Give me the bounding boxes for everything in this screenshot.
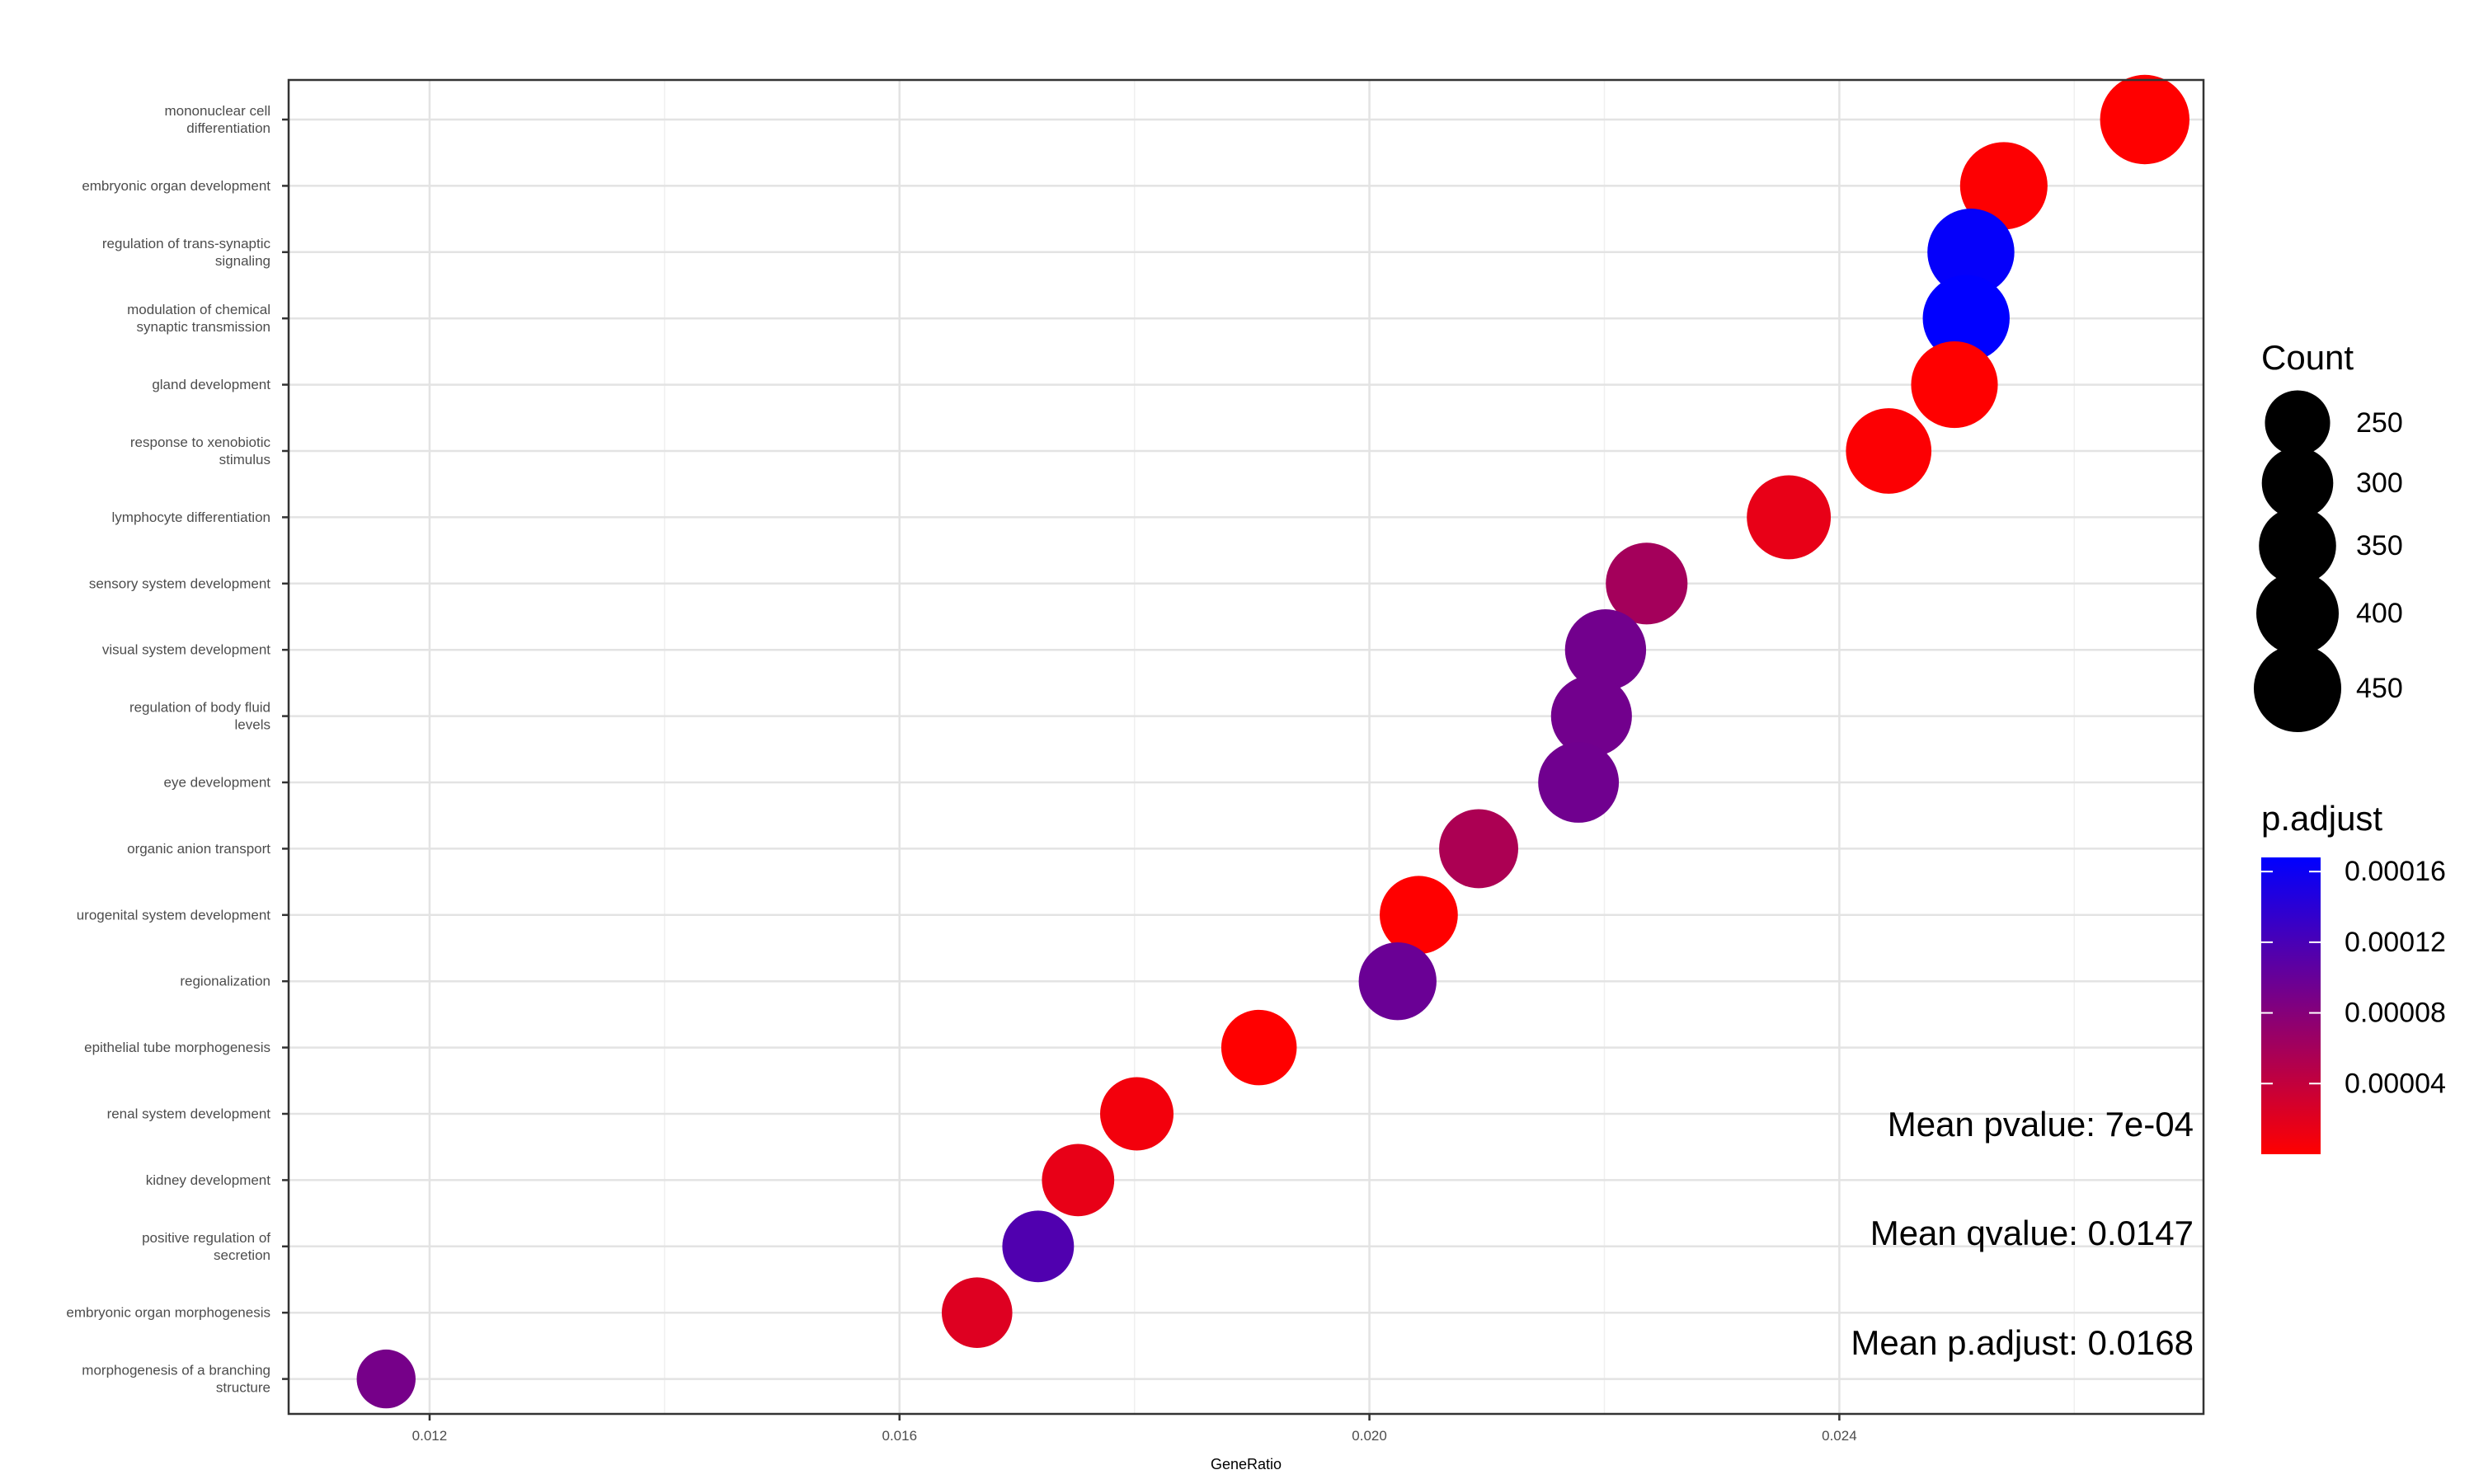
x-axis-title: GeneRatio (1211, 1456, 1282, 1472)
data-point (941, 1277, 1013, 1348)
y-tick-label: synaptic transmission (136, 319, 270, 335)
x-tick-label: 0.016 (882, 1428, 917, 1444)
x-tick-label: 0.024 (1822, 1428, 1857, 1444)
data-point (1550, 675, 1632, 757)
y-tick-label: differentiation (186, 120, 270, 136)
data-point (1606, 542, 1688, 625)
y-tick-label: urogenital system development (77, 907, 271, 923)
y-tick-label: sensory system development (89, 575, 270, 591)
annotation-mean-pvalue: Mean pvalue: 7e-04 (1887, 1105, 2194, 1144)
legend-count-label: 250 (2356, 407, 2403, 439)
legend-count-key (2259, 507, 2336, 585)
y-tick-label: morphogenesis of a branching (82, 1363, 270, 1378)
y-tick-label: levels (235, 717, 270, 733)
y-tick-label: visual system development (102, 642, 270, 658)
legend-padjust-label: 0.00008 (2345, 998, 2446, 1029)
data-point (1922, 275, 2010, 362)
y-tick-label: epithelial tube morphogenesis (84, 1040, 270, 1055)
x-tick-label: 0.020 (1352, 1428, 1387, 1444)
plot-panel (289, 80, 2204, 1414)
y-tick-label: regulation of body fluid (129, 700, 270, 716)
data-point (1564, 609, 1647, 691)
data-point (1042, 1144, 1115, 1217)
data-point (1911, 341, 1998, 429)
y-tick-label: modulation of chemical (127, 302, 270, 317)
y-tick-label: mononuclear cell (164, 103, 270, 119)
legend-padjust-title: p.adjust (2261, 799, 2382, 838)
y-tick-label: kidney development (146, 1172, 270, 1188)
y-tick-label: response to xenobiotic (130, 434, 271, 450)
y-tick-label: positive regulation of (142, 1230, 270, 1246)
data-point (1927, 209, 2015, 296)
legend-padjust-label: 0.00004 (2345, 1068, 2446, 1099)
data-point (356, 1349, 416, 1409)
legend-count-key (2265, 390, 2331, 456)
legend-count-title: Count (2261, 338, 2354, 377)
annotation-mean-padjust: Mean p.adjust: 0.0168 (1851, 1323, 2194, 1362)
data-point (1439, 809, 1519, 889)
y-tick-label: embryonic organ development (82, 178, 270, 194)
y-tick-label: stimulus (219, 452, 270, 467)
data-point (1538, 742, 1620, 823)
data-point (1358, 942, 1437, 1021)
y-tick-label: structure (216, 1380, 270, 1396)
data-point (1380, 876, 1458, 955)
data-point (1846, 408, 1932, 494)
legend-count-key (2253, 644, 2342, 733)
y-tick-label: secretion (214, 1247, 270, 1263)
legend-padjust-label: 0.00016 (2345, 856, 2446, 887)
legend-count-label: 300 (2356, 467, 2403, 499)
y-tick-label: lymphocyte differentiation (112, 510, 270, 525)
y-tick-label: eye development (164, 775, 271, 791)
legend-count-key (2256, 572, 2339, 655)
plot-border (287, 78, 2205, 1416)
data-point (2100, 74, 2189, 165)
legend-count-key (2261, 447, 2334, 519)
y-tick-label: organic anion transport (127, 841, 270, 857)
data-point (1747, 475, 1832, 560)
y-tick-label: regionalization (180, 974, 270, 989)
y-tick-label: signaling (215, 253, 270, 269)
legend-padjust-colorbar (2261, 857, 2321, 1154)
data-point (1959, 142, 2048, 230)
legend-count-label: 400 (2356, 598, 2403, 629)
y-tick-label: gland development (152, 377, 270, 392)
annotation-mean-qvalue: Mean qvalue: 0.0147 (1870, 1214, 2194, 1252)
x-tick-label: 0.012 (412, 1428, 448, 1444)
data-point (1221, 1009, 1297, 1086)
data-point (1100, 1077, 1174, 1151)
legend-count-label: 350 (2356, 530, 2403, 561)
legend-padjust-label: 0.00012 (2345, 927, 2446, 958)
data-point (1002, 1210, 1075, 1283)
y-tick-label: embryonic organ morphogenesis (66, 1305, 270, 1321)
y-tick-label: regulation of trans-synaptic (102, 236, 271, 251)
y-tick-label: renal system development (107, 1106, 271, 1122)
legend-count-label: 450 (2356, 673, 2403, 704)
